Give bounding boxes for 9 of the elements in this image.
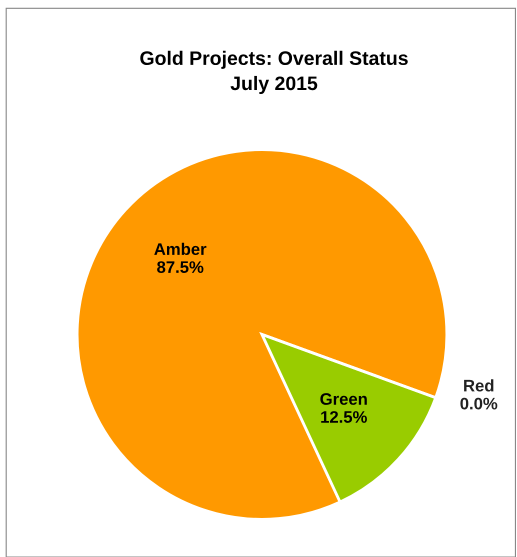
chart-title: Gold Projects: Overall Status July 2015: [140, 50, 408, 94]
text: 0.0%: [460, 398, 498, 410]
slice-label: Amber: [154, 242, 206, 256]
pie-slice: [260, 333, 438, 504]
data-label: 12.5%: [321, 411, 367, 423]
pie-slice: [76, 148, 448, 521]
data-label: 87.5%: [157, 261, 204, 273]
category-label: Red: [464, 379, 494, 392]
slice-label: Green: [320, 393, 367, 405]
